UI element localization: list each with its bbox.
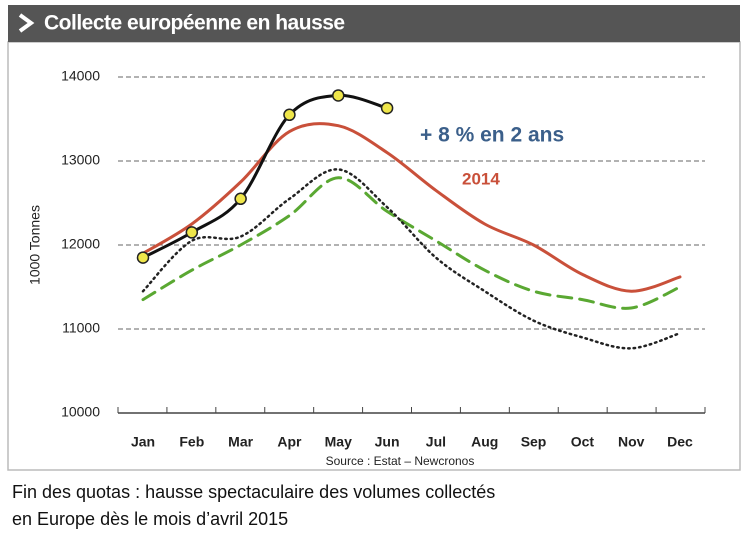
series-line [141,122,682,293]
x-tick-label: Jan [131,434,155,450]
point [283,108,296,122]
y-tick-label: 11000 [62,320,100,336]
chart-title: Collecte européenne en hausse [44,12,345,35]
y-axis-label: 1000 Tonnes [27,205,43,285]
annotation: + 8 % en 2 ans [420,124,564,147]
y-tick-label: 10000 [61,404,100,420]
x-tick-label: Mar [228,434,253,450]
series-line [141,176,682,310]
point [185,226,199,239]
x-tick-label: Sep [521,434,547,450]
point [332,89,345,102]
x-tick-label: Aug [471,434,498,450]
caption-line: Fin des quotas : hausse spectaculaire de… [12,482,495,502]
point [234,192,247,206]
series-label: 2014 [462,169,500,188]
point [380,101,394,115]
x-tick-label: May [325,434,352,450]
y-tick-label: 13000 [61,152,100,168]
x-tick-label: Nov [618,434,645,450]
x-tick-label: Jul [426,434,446,450]
point [136,251,150,264]
caption-line: en Europe dès le mois d’avril 2015 [12,509,288,529]
x-tick-label: Dec [667,434,693,450]
x-tick-label: Apr [277,434,302,450]
x-tick-label: Oct [571,434,595,450]
header-chevron [18,13,35,33]
y-tick-label: 14000 [61,68,100,84]
x-tick-label: Feb [179,434,204,450]
source: Source : Estat – Newcronos [326,454,475,468]
chart-panel [7,41,741,471]
x-tick-label: Jun [375,434,400,450]
series-line [141,168,682,350]
y-tick-label: 12000 [61,236,100,252]
header-bar [8,5,740,42]
